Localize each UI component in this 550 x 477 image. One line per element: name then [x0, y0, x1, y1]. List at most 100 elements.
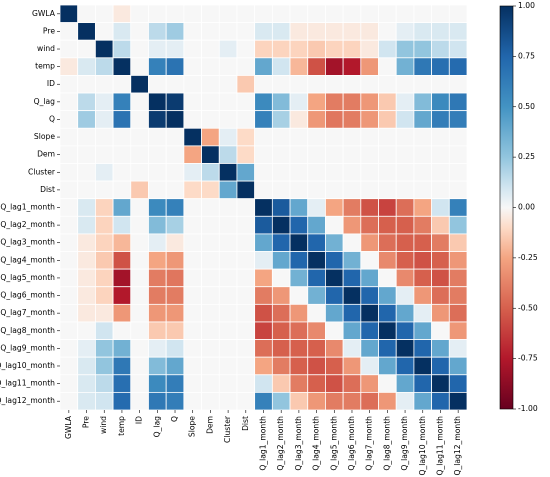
heatmap-cell	[130, 303, 149, 323]
heatmap-cell	[342, 268, 362, 288]
row-label: Q_lag2_month	[0, 220, 55, 229]
heatmap-cell	[112, 198, 132, 217]
heatmap-cell	[201, 268, 220, 288]
column-label: Q_lag5_month	[329, 416, 338, 471]
heatmap-cell	[94, 180, 114, 200]
heatmap-cell	[59, 356, 79, 376]
heatmap-cell	[236, 215, 256, 235]
heatmap-cell	[236, 391, 256, 411]
heatmap-cell	[289, 339, 309, 358]
heatmap-cell	[413, 180, 433, 200]
heatmap-cell	[183, 391, 202, 411]
heatmap-cell	[448, 110, 468, 129]
heatmap-cell	[236, 339, 256, 358]
heatmap-cell	[201, 233, 220, 252]
heatmap-cell	[148, 92, 167, 112]
heatmap-cell	[183, 321, 202, 340]
heatmap-cell	[148, 4, 167, 24]
heatmap-cell	[148, 57, 167, 76]
heatmap-cell	[94, 92, 114, 112]
heatmap-cell	[307, 303, 326, 323]
heatmap-cell	[271, 321, 291, 340]
heatmap-cell	[130, 4, 149, 24]
heatmap-cell	[271, 39, 291, 59]
heatmap-cell	[360, 233, 379, 252]
heatmap-cell	[94, 233, 114, 252]
heatmap-cell	[413, 356, 433, 376]
heatmap-cells	[59, 4, 468, 411]
heatmap-cell	[148, 110, 167, 129]
heatmap-cell	[254, 303, 273, 323]
heatmap-cell	[325, 145, 344, 164]
heatmap-cell	[236, 75, 256, 94]
heatmap-cell	[431, 127, 450, 147]
heatmap-cell	[77, 145, 96, 164]
heatmap-cell	[325, 4, 344, 24]
heatmap-cell	[395, 268, 415, 288]
heatmap-cell	[94, 215, 114, 235]
column-label: Q_lag2_month	[276, 416, 285, 471]
heatmap-cell	[289, 286, 309, 305]
heatmap-cell	[112, 163, 132, 182]
heatmap-cell	[59, 75, 79, 94]
column-label: Q_lag7_month	[365, 416, 374, 471]
heatmap-cell	[183, 92, 202, 112]
heatmap-cell	[218, 180, 238, 200]
colorbar-tick-label: 0.50	[518, 102, 535, 111]
heatmap-cell	[165, 127, 185, 147]
heatmap-cell	[77, 251, 96, 270]
heatmap-cell	[289, 268, 309, 288]
heatmap-cell	[307, 57, 326, 76]
heatmap-cell	[165, 92, 185, 112]
heatmap-cell	[325, 57, 344, 76]
heatmap-cell	[112, 145, 132, 164]
heatmap-cell	[271, 356, 291, 376]
heatmap-cell	[183, 22, 202, 41]
heatmap-cell	[165, 356, 185, 376]
heatmap-cell	[201, 215, 220, 235]
heatmap-cell	[360, 215, 379, 235]
heatmap-cell	[307, 4, 326, 24]
heatmap-cell	[165, 145, 185, 164]
heatmap-cell	[378, 391, 397, 411]
heatmap-cell	[448, 92, 468, 112]
heatmap-cell	[271, 374, 291, 393]
heatmap-cell	[77, 215, 96, 235]
heatmap-cell	[236, 145, 256, 164]
heatmap-cell	[236, 374, 256, 393]
heatmap-cell	[148, 145, 167, 164]
heatmap-cell	[289, 127, 309, 147]
heatmap-cell	[360, 22, 379, 41]
heatmap-cell	[395, 22, 415, 41]
heatmap-cell	[431, 391, 450, 411]
heatmap-cell	[271, 391, 291, 411]
heatmap-cell	[431, 75, 450, 94]
heatmap-cell	[342, 163, 362, 182]
column-label: Cluster	[223, 415, 232, 443]
heatmap-cell	[413, 39, 433, 59]
heatmap-cell	[378, 127, 397, 147]
heatmap-cell	[130, 92, 149, 112]
heatmap-cell	[289, 251, 309, 270]
heatmap-cell	[130, 374, 149, 393]
heatmap-cell	[325, 110, 344, 129]
heatmap-cell	[201, 4, 220, 24]
heatmap-cell	[59, 57, 79, 76]
heatmap-cell	[342, 339, 362, 358]
heatmap-cell	[342, 22, 362, 41]
heatmap-cell	[413, 268, 433, 288]
heatmap-cell	[289, 233, 309, 252]
heatmap-cell	[165, 75, 185, 94]
heatmap-cell	[254, 57, 273, 76]
heatmap-cell	[448, 39, 468, 59]
heatmap-cell	[431, 356, 450, 376]
heatmap-cell	[413, 198, 433, 217]
heatmap-cell	[254, 233, 273, 252]
heatmap-cell	[431, 321, 450, 340]
heatmap-cell	[148, 39, 167, 59]
heatmap-cell	[183, 286, 202, 305]
heatmap-cell	[254, 4, 273, 24]
heatmap-cell	[395, 145, 415, 164]
heatmap-cell	[289, 356, 309, 376]
heatmap-cell	[378, 4, 397, 24]
